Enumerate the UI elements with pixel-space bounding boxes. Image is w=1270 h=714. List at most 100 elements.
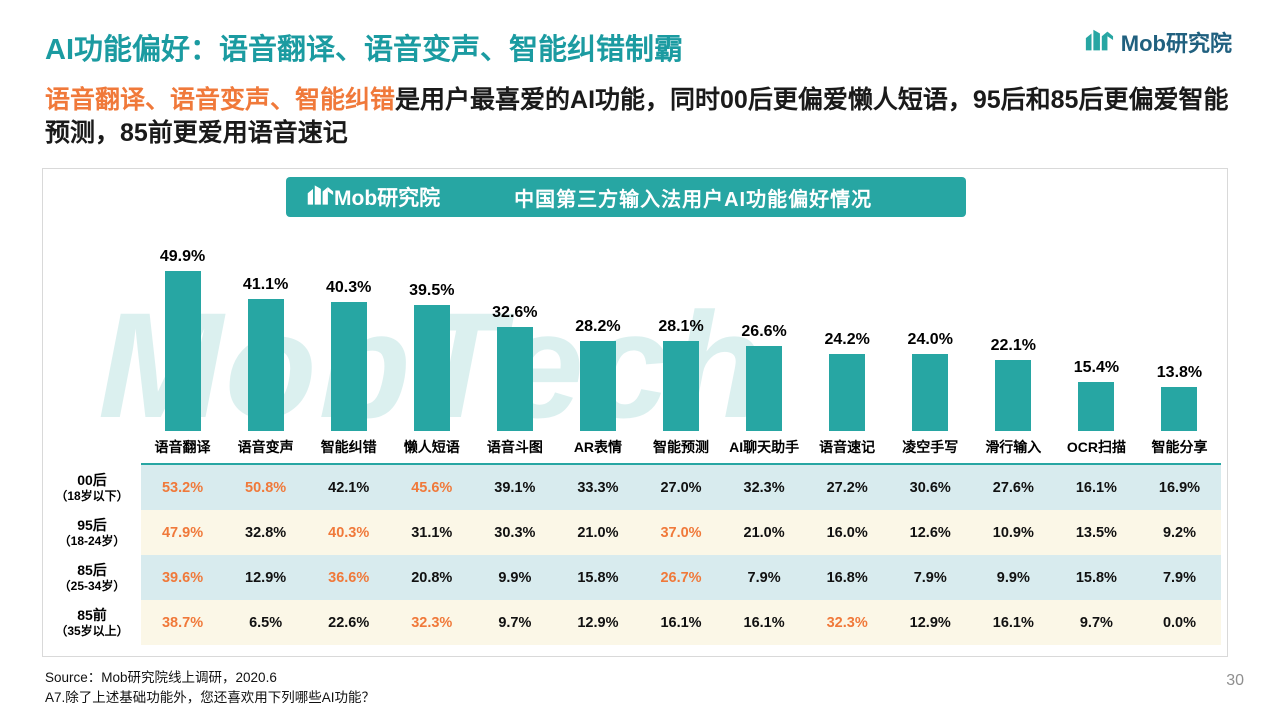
bar-column: 13.8% bbox=[1138, 364, 1221, 431]
bar-value-label: 24.0% bbox=[907, 331, 953, 349]
category-label: 智能预测 bbox=[653, 439, 709, 455]
age-group-range: （25-34岁） bbox=[58, 578, 126, 593]
table-cell: 22.6% bbox=[328, 614, 370, 631]
table-cell: 27.2% bbox=[826, 479, 868, 496]
table-cell: 45.6% bbox=[411, 479, 453, 496]
table-cell: 47.9% bbox=[161, 524, 204, 541]
table-cell: 21.0% bbox=[577, 524, 619, 541]
bar bbox=[995, 360, 1032, 431]
bar bbox=[1161, 386, 1198, 431]
bar-value-label: 41.1% bbox=[242, 276, 289, 294]
table-cell: 21.0% bbox=[743, 524, 785, 541]
table-cell: 26.7% bbox=[660, 569, 702, 586]
chart-title: 中国第三方输入法用户AI功能偏好情况 bbox=[514, 188, 873, 211]
table-cell: 30.3% bbox=[494, 524, 536, 541]
bar-column: 24.0% bbox=[889, 331, 972, 431]
bar bbox=[579, 340, 616, 431]
bar bbox=[330, 302, 367, 431]
table-cell: 27.6% bbox=[992, 479, 1034, 496]
age-group-label: 95后 （18-24岁） bbox=[43, 510, 141, 555]
category-label: 智能分享 bbox=[1151, 439, 1208, 455]
bar-value-label: 24.2% bbox=[824, 330, 870, 348]
table-cell: 9.7% bbox=[498, 614, 532, 631]
bar bbox=[164, 271, 201, 431]
chart-header-banner: Mob研究院 中国第三方输入法用户AI功能偏好情况 bbox=[286, 177, 966, 217]
table-cell: 9.7% bbox=[1079, 614, 1113, 631]
table-cell: 20.8% bbox=[411, 569, 453, 586]
category-label: 滑行输入 bbox=[985, 439, 1042, 455]
mob-logo-icon bbox=[1084, 27, 1114, 58]
table-cell: 31.1% bbox=[411, 524, 453, 541]
table-cell: 39.1% bbox=[494, 479, 536, 496]
category-label: AI聊天助手 bbox=[729, 439, 800, 455]
bar bbox=[1078, 381, 1115, 431]
category-axis: 语音翻译 语音变声 智能纠错 懒人短语 语音斗图 AR表情 智能预测 AI聊天助手 语音速记 凌空… bbox=[141, 431, 1221, 465]
table-cell: 16.0% bbox=[826, 524, 868, 541]
category-label: 语音斗图 bbox=[486, 439, 543, 455]
bar-column: 28.2% bbox=[556, 318, 639, 431]
bar bbox=[663, 341, 699, 431]
bar-column: 41.1% bbox=[224, 276, 307, 431]
table-cell: 12.9% bbox=[245, 569, 287, 586]
table-row-cells: 47.9% 32.8% 40.3% 31.1% 30.3% 21.0% 37.0% 21.0%… bbox=[141, 510, 1221, 555]
bar-value-label: 15.4% bbox=[1073, 358, 1120, 376]
table-cell: 53.2% bbox=[161, 479, 204, 496]
age-group-range: （18-24岁） bbox=[58, 533, 126, 548]
bar bbox=[829, 353, 866, 431]
table-cell: 12.9% bbox=[577, 614, 619, 631]
table-row-cells: 39.6% 12.9% 36.6% 20.8% 9.9% 15.8% 26.7% 7.9% 16… bbox=[141, 555, 1221, 600]
subtitle-rest: 是用户最喜爱的AI功能，同时00后更偏爱懒人短语，95后和85后更偏爱智能预测，… bbox=[45, 86, 1229, 147]
bar-value-label: 13.8% bbox=[1156, 363, 1203, 381]
bar-column: 40.3% bbox=[307, 279, 390, 431]
table-cell: 42.1% bbox=[328, 479, 370, 496]
survey-question-note: A7.除了上述基础功能外，您还喜欢用下列哪些AI功能？ bbox=[45, 690, 376, 705]
brand-name: Mob研究院 bbox=[1120, 31, 1232, 56]
bar-column: 49.9% bbox=[141, 248, 224, 431]
age-group-label: 85后 （25-34岁） bbox=[43, 555, 141, 600]
table-row: 85后 （25-34岁） 39.6% 12.9% 36.6% 20.8% 9.9% 15.8%… bbox=[43, 555, 1227, 600]
banner-brand-name: Mob研究院 bbox=[334, 187, 441, 210]
table-cell: 7.9% bbox=[1162, 569, 1196, 586]
bar-value-label: 32.6% bbox=[492, 303, 538, 321]
table-cell: 16.1% bbox=[1075, 479, 1117, 496]
age-group-label: 85前 （35岁以上） bbox=[43, 600, 141, 645]
bar-value-label: 28.1% bbox=[658, 318, 704, 336]
bar bbox=[413, 304, 450, 431]
category-label: 凌空手写 bbox=[902, 439, 959, 455]
bar-value-label: 28.2% bbox=[575, 317, 621, 335]
table-cell: 9.9% bbox=[498, 569, 532, 586]
generation-table: 00后 （18岁以下） 53.2% 50.8% 42.1% 45.6% 39.1% 33.3%… bbox=[43, 465, 1227, 645]
table-row-cells: 38.7% 6.5% 22.6% 32.3% 9.7% 12.9% 16.1% 16.1% 32… bbox=[141, 600, 1221, 645]
table-cell: 6.5% bbox=[249, 614, 283, 631]
table-cell: 16.8% bbox=[826, 569, 868, 586]
chart-panel: MobTech Mob研究院 中国第三方输入法用户AI功能偏好情况 49.9%4… bbox=[42, 168, 1228, 657]
table-cell: 32.8% bbox=[245, 524, 287, 541]
table-cell: 9.9% bbox=[996, 569, 1030, 586]
bar bbox=[496, 326, 533, 431]
table-row: 00后 （18岁以下） 53.2% 50.8% 42.1% 45.6% 39.1% 33.3%… bbox=[43, 465, 1227, 510]
table-cell: 32.3% bbox=[411, 614, 453, 631]
table-cell: 40.3% bbox=[328, 524, 370, 541]
age-group-name: 00后 bbox=[77, 471, 107, 488]
bar bbox=[912, 354, 949, 431]
table-cell: 50.8% bbox=[245, 479, 287, 496]
source-note: Source：Mob研究院线上调研，2020.6 bbox=[45, 670, 277, 685]
category-label: 语音变声 bbox=[237, 439, 294, 455]
table-row-cells: 53.2% 50.8% 42.1% 45.6% 39.1% 33.3% 27.0% 32.3%… bbox=[141, 465, 1221, 510]
bar-column: 24.2% bbox=[806, 331, 889, 431]
table-cell: 39.6% bbox=[161, 569, 204, 586]
subtitle-highlight: 语音翻译、语音变声、智能纠错 bbox=[45, 86, 396, 114]
table-cell: 0.0% bbox=[1162, 614, 1196, 631]
table-cell: 38.7% bbox=[161, 614, 204, 631]
category-label: AR表情 bbox=[573, 439, 623, 455]
brand-logo: Mob研究院 bbox=[1084, 26, 1232, 58]
bar-column: 22.1% bbox=[972, 337, 1055, 431]
table-row: 95后 （18-24岁） 47.9% 32.8% 40.3% 31.1% 30.3% 21.0… bbox=[43, 510, 1227, 555]
table-cell: 32.3% bbox=[826, 614, 868, 631]
table-cell: 7.9% bbox=[747, 569, 781, 586]
table-row: 85前 （35岁以上） 38.7% 6.5% 22.6% 32.3% 9.7% 12.9% 16… bbox=[43, 600, 1227, 645]
table-cell: 12.9% bbox=[909, 614, 951, 631]
bar-column: 39.5% bbox=[390, 282, 473, 431]
table-cell: 16.1% bbox=[743, 614, 785, 631]
